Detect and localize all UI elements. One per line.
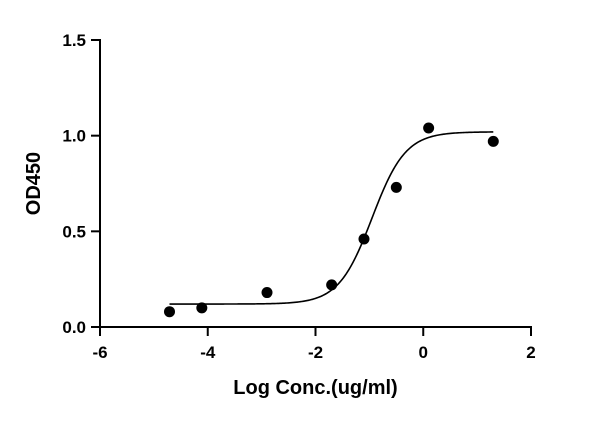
- data-point: [261, 287, 273, 299]
- data-point: [163, 306, 175, 318]
- data-points: [163, 122, 499, 318]
- y-tick-label: 1.0: [62, 127, 86, 146]
- x-tick-label: 0: [419, 343, 428, 362]
- x-tick-label: -2: [308, 343, 323, 362]
- data-point: [390, 181, 402, 193]
- x-tick-label: -6: [92, 343, 107, 362]
- data-point: [196, 302, 208, 314]
- data-point: [487, 135, 499, 147]
- data-point: [423, 122, 435, 134]
- fit-curve-group: [169, 131, 494, 305]
- y-tick-label: 0.0: [62, 318, 86, 337]
- y-axis-title: OD450: [23, 152, 45, 215]
- x-axis-title: Log Conc.(ug/ml): [233, 377, 397, 399]
- axes: [99, 39, 532, 328]
- x-tick-label: -4: [200, 343, 216, 362]
- ticks: 0.0 0.5 1.0 1.5 -6 -4 -2 0 2: [62, 31, 535, 362]
- data-point: [326, 279, 338, 291]
- fit-curve: [169, 131, 494, 305]
- x-tick-label: 2: [526, 343, 535, 362]
- y-tick-label: 1.5: [62, 31, 86, 50]
- data-point: [358, 233, 370, 245]
- y-tick-label: 0.5: [62, 222, 86, 241]
